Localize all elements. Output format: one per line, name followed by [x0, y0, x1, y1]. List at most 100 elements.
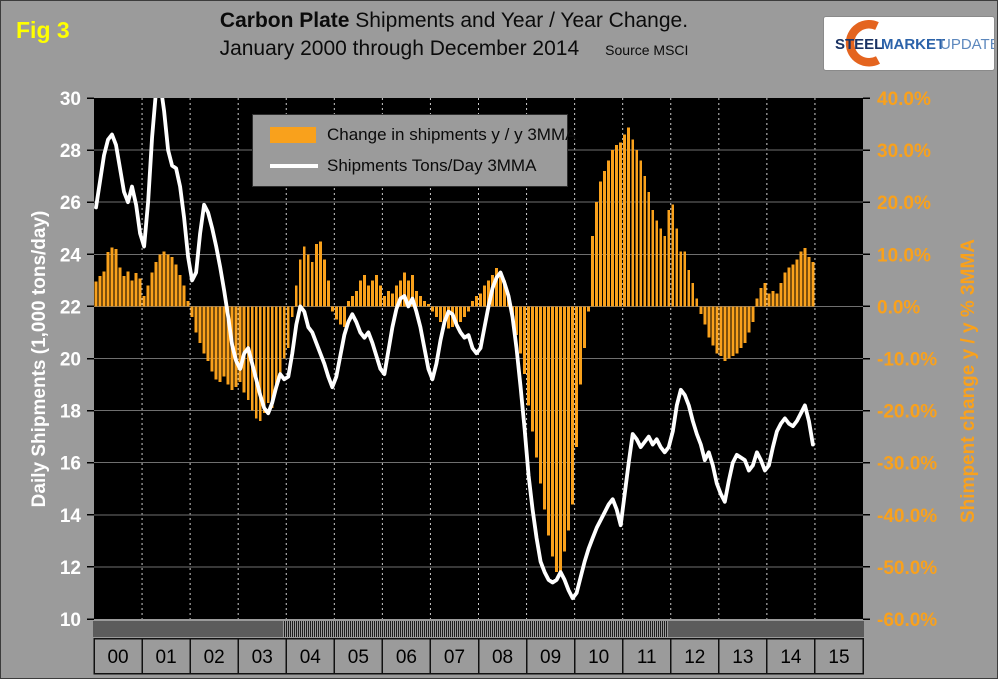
bar [118, 267, 122, 307]
bar [639, 160, 643, 307]
legend-bar-swatch-icon [270, 127, 316, 144]
bar [699, 306, 703, 315]
figure-label: Fig 3 [16, 17, 70, 43]
bar [691, 282, 695, 307]
bar [158, 254, 162, 307]
bar [110, 247, 114, 307]
bar [134, 273, 138, 307]
year-label: 10 [588, 647, 609, 668]
bar [270, 306, 274, 408]
bar [314, 243, 318, 307]
year-label: 02 [204, 647, 225, 668]
bar [262, 306, 266, 414]
left-tick-labels: 30 28 26 24 22 20 18 16 14 12 10 [60, 89, 82, 631]
bar [374, 275, 378, 307]
bar [563, 306, 567, 552]
bar [318, 241, 322, 307]
bar [122, 276, 126, 307]
year-axis: 00 01 02 03 04 05 06 07 08 09 10 11 12 13 14 15 [93, 637, 864, 675]
year-label: 01 [156, 647, 177, 668]
logo-word-market: MARKET [881, 36, 945, 53]
bar [274, 306, 278, 390]
chart-subtitle: January 2000 through December 2014 Source… [89, 37, 819, 61]
bar [747, 306, 751, 333]
year-label: 08 [492, 647, 513, 668]
bar [719, 306, 723, 356]
bar [439, 306, 442, 323]
bar [591, 236, 595, 307]
bar [535, 306, 539, 458]
bar [426, 303, 430, 307]
year-label: 09 [540, 647, 561, 668]
logo-graphic: STEEL MARKET UPDATE [835, 20, 997, 67]
bar [126, 271, 130, 307]
bar [242, 306, 246, 393]
bar [206, 306, 210, 362]
bar [162, 251, 166, 307]
bar [559, 306, 563, 573]
bar [186, 301, 190, 307]
bar [607, 160, 611, 307]
bar [723, 306, 727, 362]
bar [519, 306, 523, 354]
right-tick-label: -30.0% [877, 454, 937, 475]
right-axis-title: Shimpent change y / y % 3MMA [958, 239, 979, 523]
left-tick-label: 30 [60, 89, 81, 110]
bar [202, 306, 206, 354]
bar [791, 264, 795, 307]
bar [422, 301, 426, 307]
bar [467, 306, 470, 312]
bar [94, 281, 98, 307]
bar [655, 220, 659, 307]
bar [142, 295, 146, 307]
bar [170, 256, 174, 307]
bar [410, 275, 414, 307]
bar [567, 306, 571, 531]
right-tick-label: 20.0% [877, 193, 931, 214]
chart-subtitle-range: January 2000 through December 2014 [219, 37, 580, 60]
bar [334, 306, 338, 320]
bar [811, 262, 815, 307]
bar [551, 306, 555, 557]
bar [767, 293, 771, 307]
shipments-line-series [94, 98, 815, 601]
chart-title-bold: Carbon Plate [219, 9, 350, 32]
bar [683, 251, 687, 307]
bar [579, 306, 583, 385]
bar [443, 306, 446, 325]
bar [146, 285, 150, 307]
bar [771, 290, 775, 307]
year-label: 15 [828, 647, 849, 668]
bar [346, 301, 350, 307]
bar [531, 306, 535, 432]
right-tick-label: 0.0% [877, 297, 920, 318]
bar [663, 236, 667, 307]
year-label: 03 [252, 647, 273, 668]
bar [803, 248, 807, 307]
bar [174, 264, 178, 307]
bar [611, 150, 615, 307]
bar [503, 280, 506, 307]
legend-line-label: Shipments Tons/Day 3MMA [327, 155, 537, 175]
legend-item-bars: Change in shipments y / y 3MMA [270, 125, 576, 145]
bar [302, 246, 306, 307]
right-tick-labels: 40.0% 30.0% 20.0% 10.0% 0.0% -10.0% -20.0% -30.… [877, 89, 937, 631]
left-tick-label: 24 [60, 245, 82, 266]
year-label: 06 [396, 647, 417, 668]
legend-line-swatch-icon [270, 163, 318, 168]
left-tick-label: 10 [60, 610, 81, 631]
chart-title-block: Carbon Plate Shipments and Year / Year C… [89, 9, 819, 61]
bar [667, 210, 671, 307]
bar [222, 306, 226, 377]
bar [238, 306, 242, 382]
axis-ticks [87, 97, 870, 620]
bar [587, 306, 591, 312]
bar [475, 295, 478, 307]
left-tick-label: 22 [60, 297, 81, 318]
bar [266, 306, 270, 403]
bar [386, 290, 390, 307]
bar [679, 251, 683, 307]
left-tick-label: 12 [60, 558, 81, 579]
